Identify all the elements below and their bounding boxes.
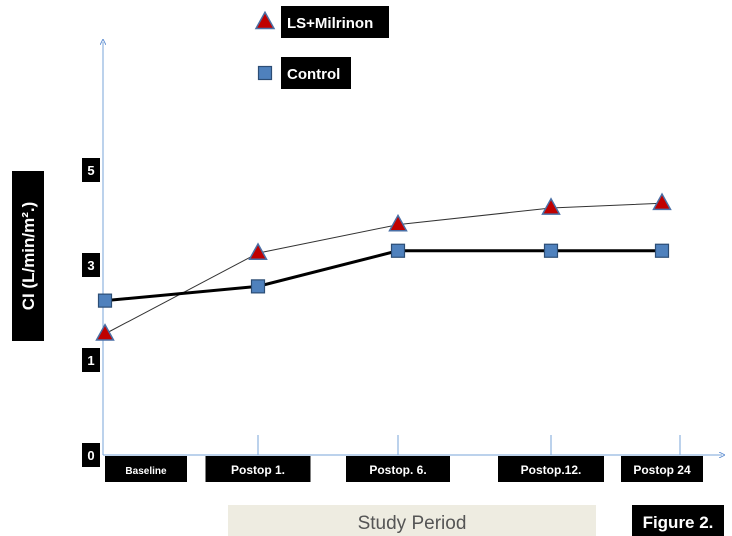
legend-label: LS+Milrinon [287, 15, 373, 32]
figure-label-text: Figure 2. [643, 513, 714, 532]
data-point-ls-milrinon [388, 213, 408, 232]
x-tick-label: Postop 1. [205, 456, 311, 482]
figure-label: Figure 2. [632, 505, 724, 536]
y-tick-label: 5 [82, 158, 100, 182]
series-line-ls-milrinon [104, 202, 663, 335]
y-tick-text: 1 [87, 353, 94, 368]
x-axis-ticks: Baseline Postop 1. Postop. 6. Postop.12. Pos… [105, 435, 703, 482]
x-axis-title: Study Period [228, 505, 596, 536]
x-tick-label: Postop.12. [498, 456, 604, 482]
data-point-ls-milrinon [95, 323, 115, 341]
y-tick-text: 0 [87, 448, 94, 463]
data-point-control [250, 279, 266, 294]
x-tick-label: Baseline [105, 456, 187, 482]
y-axis-ticks: 0 1 3 5 [82, 158, 100, 467]
x-tick-text: Postop 24 [633, 463, 691, 477]
series-line-control [104, 249, 662, 303]
y-tick-text: 5 [87, 163, 94, 178]
y-axis-title-text: CI (L/min/m².) [19, 202, 38, 311]
x-tick-text: Baseline [125, 466, 167, 477]
x-tick-label: Postop 24 [621, 456, 703, 482]
data-point-control [654, 243, 670, 258]
legend-label: Control [287, 66, 340, 83]
legend-marker-square [257, 65, 273, 81]
x-tick-text: Postop 1. [231, 463, 285, 477]
y-tick-label: 3 [82, 253, 100, 277]
data-point-ls-milrinon [652, 192, 672, 211]
y-tick-label: 0 [82, 443, 100, 467]
legend-item: LS+Milrinon [254, 6, 389, 38]
data-point-control [390, 243, 406, 258]
y-tick-text: 3 [87, 258, 94, 273]
x-tick-label: Postop. 6. [346, 456, 450, 482]
legend-item: Control [257, 57, 351, 89]
x-tick-text: Postop. 6. [369, 463, 426, 477]
y-tick-label: 1 [82, 348, 100, 372]
legend: LS+Milrinon Control [254, 6, 389, 89]
x-axis-title-text: Study Period [358, 513, 467, 534]
data-point-ls-milrinon [541, 197, 561, 215]
series-markers [95, 192, 672, 341]
data-point-control [543, 243, 559, 258]
series-lines [104, 202, 663, 335]
data-point-ls-milrinon [248, 242, 268, 260]
data-point-control [97, 293, 113, 308]
legend-marker-triangle [254, 10, 276, 30]
x-tick-text: Postop.12. [521, 463, 582, 477]
y-axis-title: CI (L/min/m².) [12, 171, 44, 341]
